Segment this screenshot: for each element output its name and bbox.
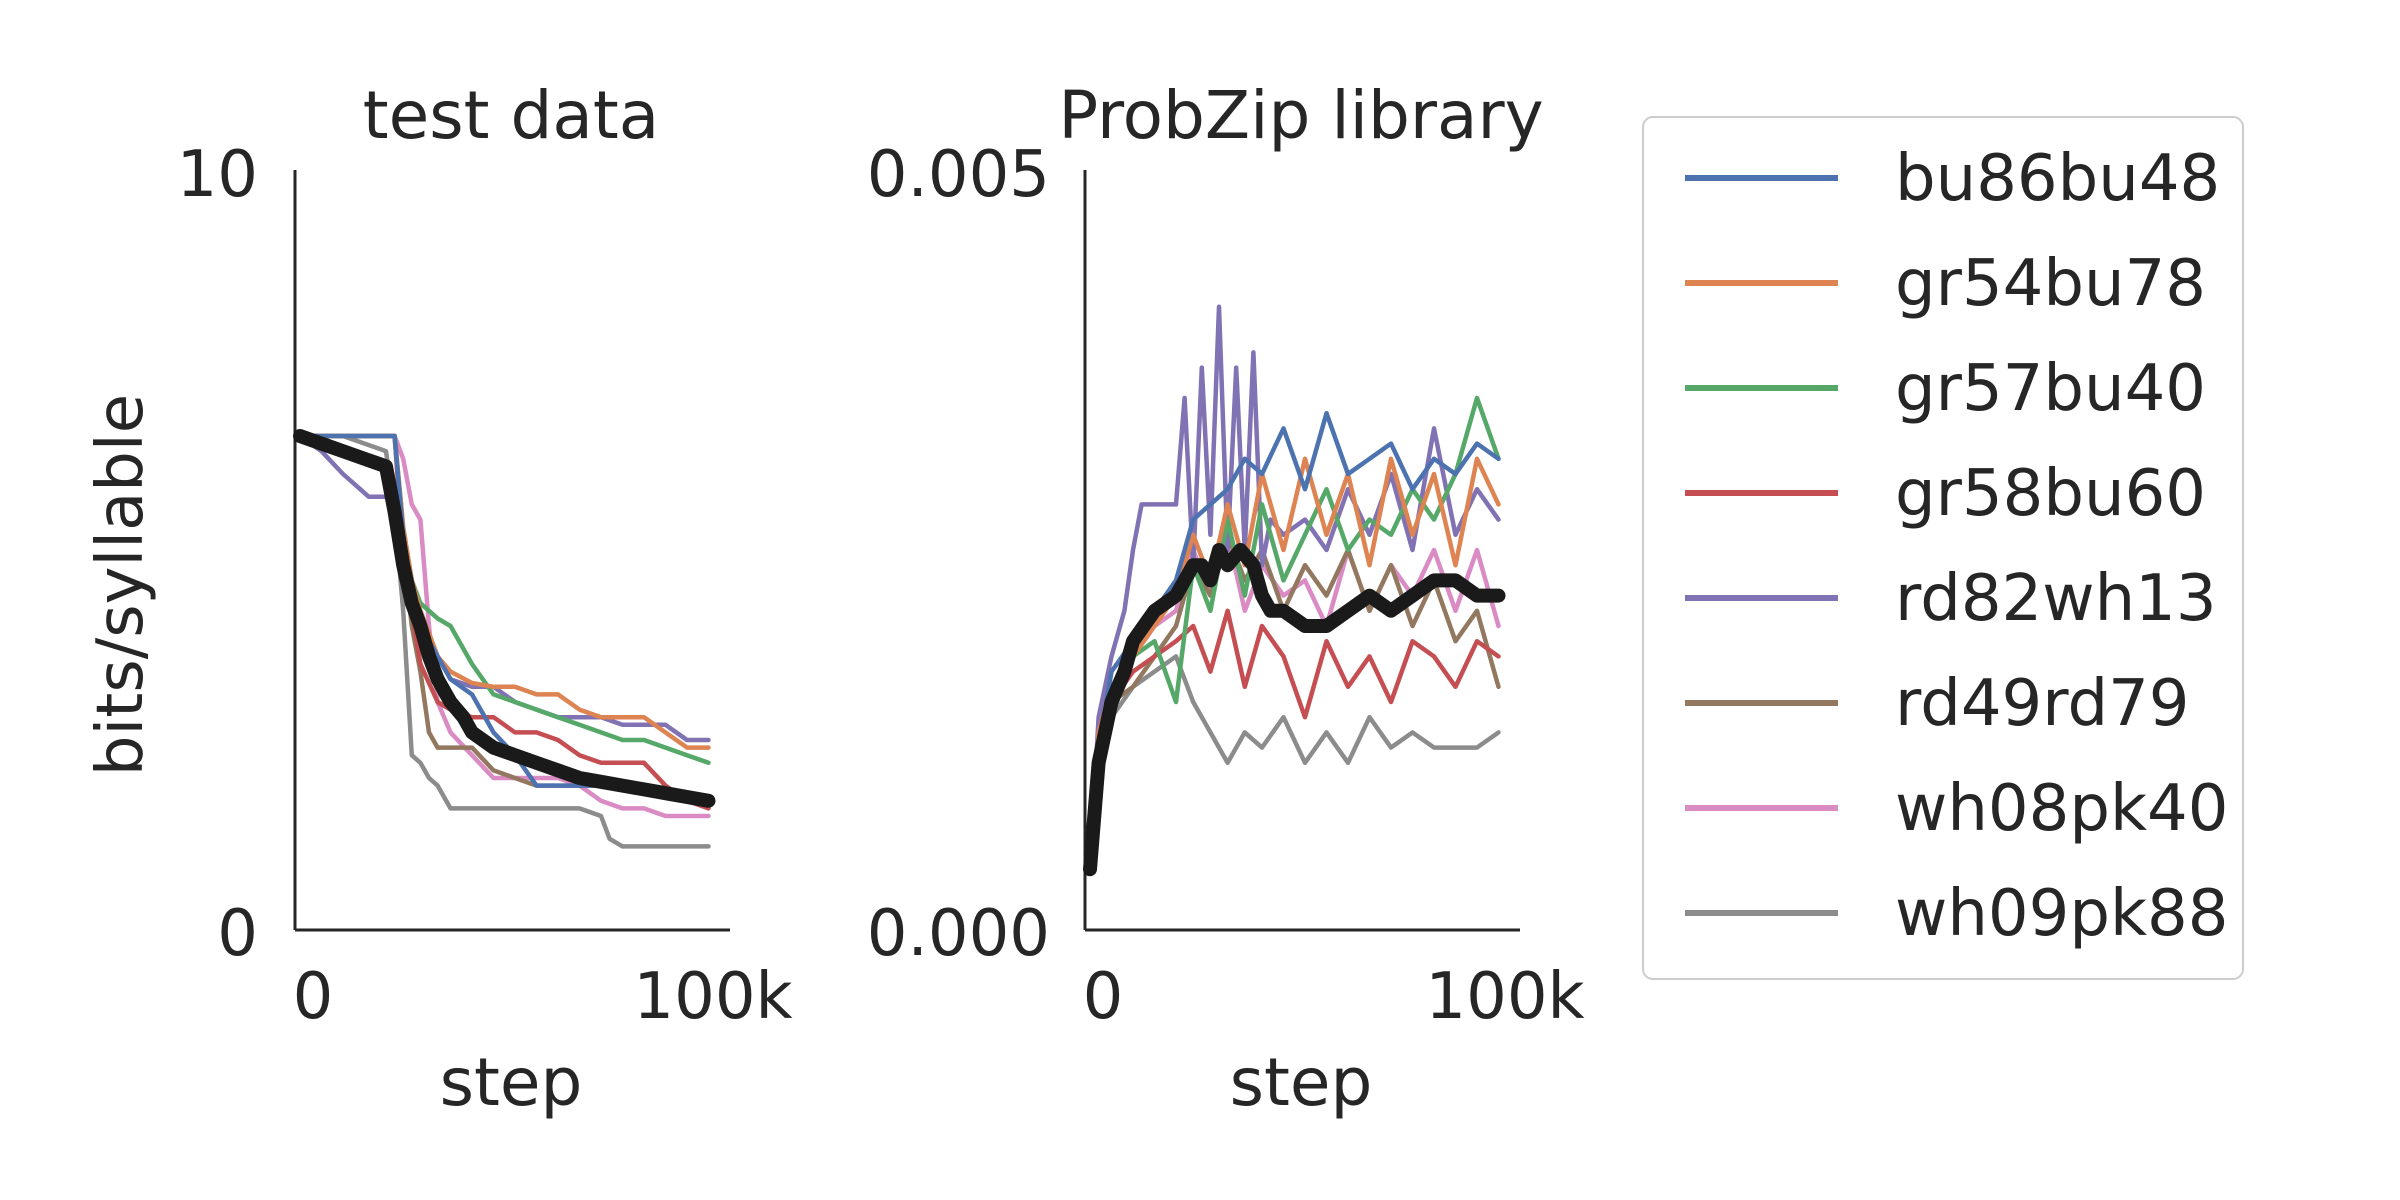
- y-tick-label-bottom: 0: [217, 897, 258, 971]
- legend-items: bu86bu48 gr54bu78 gr57bu40 gr58bu60 rd82wh13…: [1685, 142, 2228, 951]
- y-tick-label-top: 10: [177, 138, 258, 212]
- x-axis-label: step: [440, 1044, 583, 1121]
- y-tick-label-top: 0.005: [867, 138, 1050, 212]
- x-tick-label-start: 0: [1083, 960, 1124, 1034]
- series-line-rd82wh13: [297, 433, 711, 743]
- series-line-gr58bu60: [1087, 608, 1501, 872]
- series-line-rd82wh13: [1087, 304, 1501, 872]
- legend-label: rd82wh13: [1895, 562, 2217, 636]
- legend-item: bu86bu48: [1685, 142, 2220, 216]
- series-line-mean: [1083, 543, 1506, 877]
- x-tick-label-end: 100k: [1425, 960, 1584, 1034]
- y-axis-label: bits/syllable: [84, 394, 158, 776]
- legend-label: gr57bu40: [1895, 352, 2206, 426]
- series-line-gr54bu78: [1087, 456, 1501, 872]
- x-tick-label-end: 100k: [633, 960, 792, 1034]
- legend-label: gr58bu60: [1895, 457, 2206, 531]
- panel-title: test data: [363, 77, 659, 154]
- series-line-gr54bu78: [297, 433, 711, 750]
- panel-title: ProbZip library: [1058, 77, 1543, 154]
- panel-probzip-library: ProbZip library 0.005 0.000 0 100k step: [867, 77, 1585, 1121]
- x-axis-label: step: [1230, 1044, 1373, 1121]
- legend-label: gr54bu78: [1895, 247, 2206, 321]
- y-tick-label-bottom: 0.000: [867, 897, 1050, 971]
- series-line-mean: [293, 429, 716, 808]
- series-line-wh09pk88: [1087, 654, 1501, 872]
- legend-label: rd49rd79: [1895, 667, 2190, 741]
- series-layer: [1083, 304, 1506, 877]
- panel-test-data: test data bits/syllable 10 0 0 100k step: [84, 77, 793, 1121]
- legend: bu86bu48 gr54bu78 gr57bu40 gr58bu60 rd82wh13…: [1642, 116, 2244, 980]
- legend-item: wh08pk40: [1685, 772, 2228, 846]
- series-line-rd49rd79: [1087, 532, 1501, 872]
- legend-frame: [1642, 116, 2244, 980]
- legend-label: bu86bu48: [1895, 142, 2220, 216]
- legend-label: wh08pk40: [1895, 772, 2228, 846]
- legend-item: gr58bu60: [1685, 457, 2206, 531]
- series-line-gr57bu40: [297, 433, 711, 766]
- legend-item: gr54bu78: [1685, 247, 2206, 321]
- legend-label: wh09pk88: [1895, 877, 2228, 951]
- legend-item: rd49rd79: [1685, 667, 2190, 741]
- legend-item: rd82wh13: [1685, 562, 2217, 636]
- legend-item: gr57bu40: [1685, 352, 2206, 426]
- series-layer: [293, 429, 716, 849]
- legend-item: wh09pk88: [1685, 877, 2228, 951]
- x-tick-label-start: 0: [293, 960, 334, 1034]
- series-line-wh08pk40: [297, 433, 711, 819]
